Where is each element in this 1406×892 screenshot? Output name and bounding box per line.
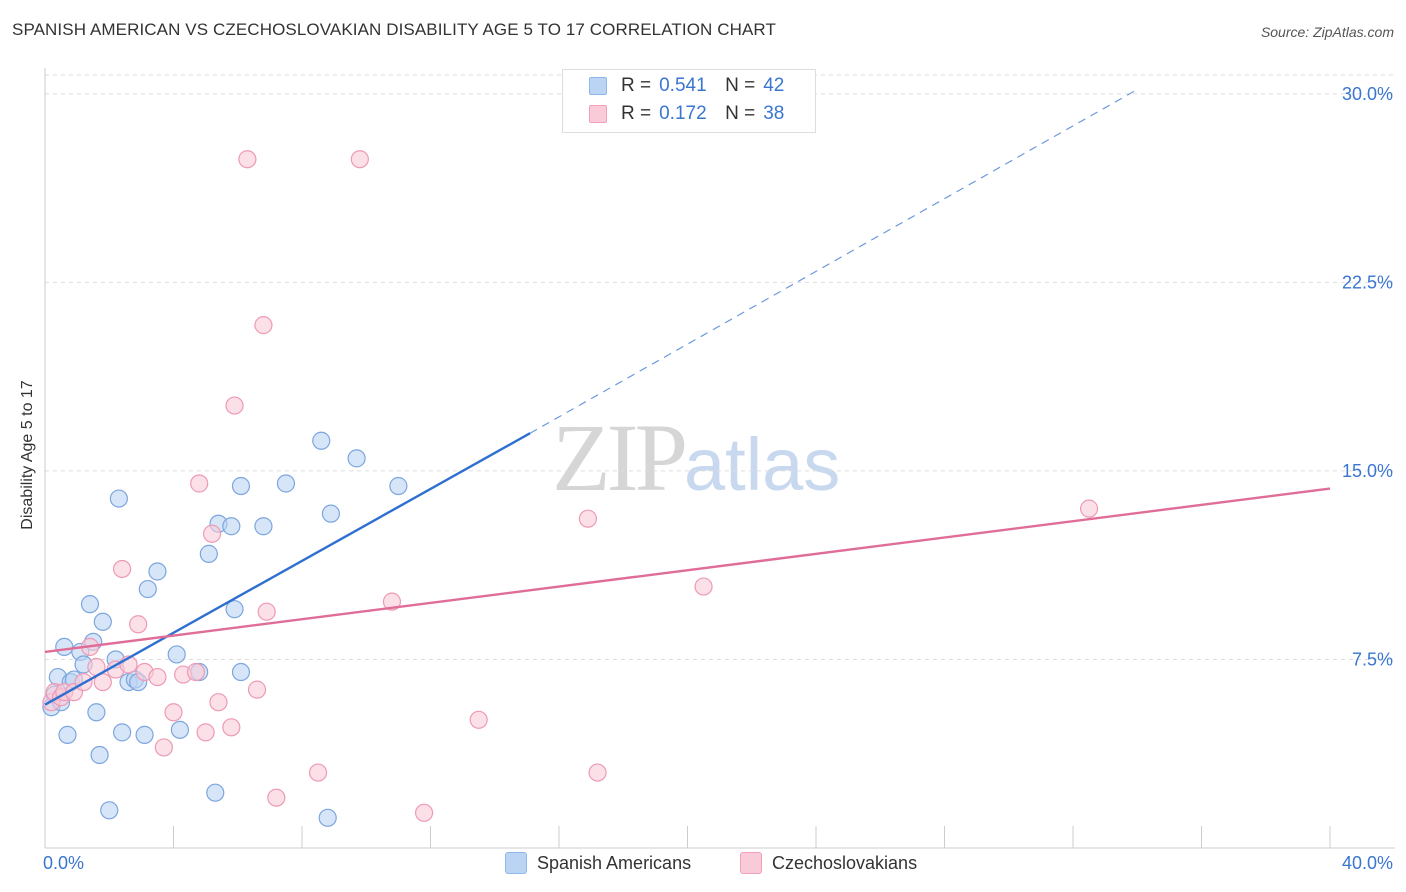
spanish-american-point: [321, 504, 341, 523]
legend-row-czechoslovakians: R = 0.172 N = 38: [589, 102, 784, 126]
czechoslovakian-point: [222, 718, 241, 737]
spanish-american-point: [222, 517, 241, 536]
czechoslovakian-point: [164, 703, 183, 722]
czechoslovakian-point: [254, 316, 273, 335]
czechoslovakian-point: [588, 763, 607, 782]
series-legend: Spanish Americans Czechoslovakians: [0, 852, 1406, 878]
spanish-american-point: [100, 801, 119, 820]
chart-title: SPANISH AMERICAN VS CZECHOSLOVAKIAN DISA…: [12, 20, 776, 39]
correlation-legend: R = 0.541 N = 42 R = 0.172 N = 38: [562, 69, 816, 133]
spanish-american-point: [347, 449, 366, 468]
spanish-american-point: [135, 725, 154, 744]
czechoslovakian-point: [414, 803, 434, 822]
series-legend-czechoslovakians[interactable]: Czechoslovakians: [740, 852, 917, 874]
czechoslovakian-point: [694, 577, 713, 596]
x-tick-label: 40.0%: [1342, 853, 1393, 873]
y-axis-title: Disability Age 5 to 17: [19, 380, 36, 530]
czechoslovakian-trend-line: [44, 487, 1331, 654]
x-tick-label: 0.0%: [43, 853, 84, 873]
spanish-american-point: [254, 517, 273, 536]
czechoslovakian-point: [1079, 499, 1099, 518]
spanish-american-point: [90, 745, 109, 765]
spanish-american-point: [167, 645, 186, 664]
y-tick-label: 30.0%: [1342, 84, 1393, 104]
spanish-american-point: [87, 703, 106, 722]
spanish-american-trend-line: [44, 432, 531, 706]
czechoslovakian-point: [129, 615, 148, 634]
czechoslovakian-point: [202, 524, 222, 543]
spanish-american-point: [109, 489, 128, 508]
czechoslovakian-point: [186, 662, 206, 682]
y-tick-label: 15.0%: [1342, 461, 1393, 481]
spanish-american-point: [231, 662, 251, 682]
czechoslovakian-point: [154, 738, 173, 757]
series-swatch-pink: [740, 852, 762, 874]
legend-r-value: 0.172: [659, 103, 707, 124]
czechoslovakian-point: [112, 559, 132, 579]
legend-swatch-pink: [589, 105, 607, 123]
legend-n-value: 42: [763, 75, 785, 96]
y-tick-label: 22.5%: [1342, 272, 1393, 292]
spanish-american-point: [170, 720, 190, 739]
spanish-american-point: [58, 725, 77, 744]
spanish-american-point: [199, 544, 218, 563]
legend-n-value: 38: [763, 103, 785, 124]
series-legend-spanish-americans[interactable]: Spanish Americans: [505, 852, 691, 874]
czechoslovakian-point: [247, 680, 267, 699]
spanish-american-point: [276, 474, 296, 493]
legend-row-spanish-americans: R = 0.541 N = 42: [589, 74, 784, 98]
czechoslovakian-point: [190, 474, 209, 493]
spanish-american-point: [312, 431, 331, 450]
watermark-zip: ZIP: [552, 404, 688, 511]
czechoslovakian-point: [148, 667, 167, 687]
watermark-atlas: atlas: [684, 423, 841, 506]
czechoslovakian-point: [469, 710, 488, 729]
series-swatch-blue: [505, 852, 527, 874]
czechoslovakian-point: [267, 788, 286, 807]
czechoslovakian-point: [209, 693, 228, 712]
spanish-american-point: [138, 579, 157, 599]
spanish-american-point: [231, 476, 251, 496]
spanish-american-point: [206, 783, 225, 802]
czechoslovakian-point: [238, 150, 257, 169]
spanish-american-trend-extension: [529, 90, 1135, 434]
czechoslovakian-point: [225, 396, 244, 415]
spanish-american-point: [55, 637, 74, 656]
series-legend-label: Czechoslovakians: [772, 852, 918, 873]
spanish-american-point: [225, 600, 244, 619]
spanish-american-point: [80, 595, 100, 614]
czechoslovakian-point: [308, 763, 328, 782]
legend-n-label: N =: [725, 75, 756, 96]
czechoslovakian-point: [350, 150, 369, 169]
series-legend-label: Spanish Americans: [537, 852, 692, 873]
spanish-american-point: [112, 723, 132, 742]
czechoslovakian-point: [382, 592, 402, 611]
czechoslovakian-point: [196, 723, 215, 742]
spanish-american-point: [389, 476, 408, 496]
legend-r-label: R =: [621, 75, 652, 96]
legend-r-value: 0.541: [659, 75, 707, 96]
spanish-american-point: [148, 562, 167, 581]
czechoslovakian-point: [578, 509, 598, 528]
source-label: Source: ZipAtlas.com: [1260, 24, 1394, 40]
legend-swatch-blue: [589, 77, 607, 95]
spanish-american-point: [93, 612, 112, 631]
legend-n-label: N =: [725, 103, 756, 124]
watermark: ZIPatlas: [552, 402, 840, 513]
y-tick-label: 7.5%: [1352, 649, 1393, 669]
legend-r-label: R =: [621, 103, 652, 124]
czechoslovakian-point: [257, 602, 276, 621]
spanish-american-point: [318, 808, 337, 827]
